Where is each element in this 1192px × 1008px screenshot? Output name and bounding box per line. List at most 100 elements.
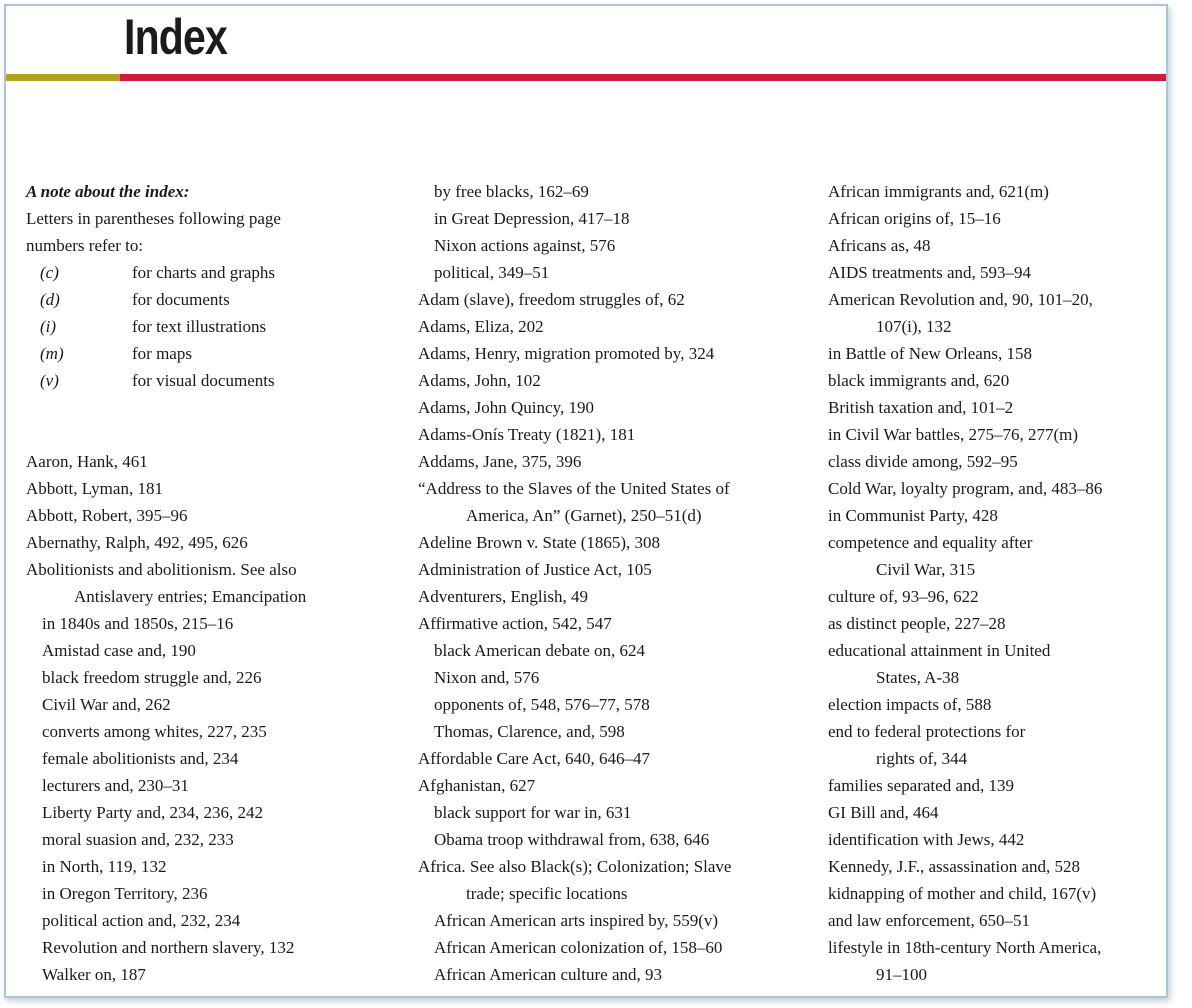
index-entry: end to federal protections for	[828, 722, 1026, 741]
index-entry: Administration of Justice Act, 105	[418, 560, 652, 579]
index-column-1: A note about the index: Letters in paren…	[26, 178, 396, 988]
index-entry: British taxation and, 101–2	[828, 398, 1014, 417]
index-entry: States, A-38	[876, 668, 960, 687]
legend-key: (v)	[40, 371, 59, 390]
page-title: Index	[124, 9, 228, 65]
note-legend: (c) for charts and graphs (d) for documents…	[26, 259, 396, 394]
index-entry: Addams, Jane, 375, 396	[418, 452, 582, 471]
index-page: Index A note about the index: Letters in…	[4, 4, 1168, 998]
index-entry: Affordable Care Act, 640, 646–47	[418, 749, 650, 768]
index-entry: Civil War and, 262	[42, 695, 171, 714]
legend-row: (d) for documents	[26, 286, 396, 313]
index-entry: African immigrants and, 621(m)	[828, 182, 1049, 201]
index-entry: Nixon actions against, 576	[434, 236, 616, 255]
entry-list: by free blacks, 162–69 in Great Depressio…	[418, 178, 798, 988]
index-entry: in Oregon Territory, 236	[42, 884, 208, 903]
index-entry: Thomas, Clarence, and, 598	[434, 722, 625, 741]
index-entry: AIDS treatments and, 593–94	[828, 263, 1032, 282]
index-entry: 107(i), 132	[876, 317, 952, 336]
legend-description: for text illustrations	[132, 317, 267, 336]
index-entry: class divide among, 592–95	[828, 452, 1018, 471]
legend-key: (i)	[40, 317, 57, 336]
index-entry: educational attainment in United	[828, 641, 1051, 660]
legend-key: (d)	[40, 290, 60, 309]
header-rule-olive	[6, 74, 120, 81]
index-entry: America, An” (Garnet), 250–51(d)	[466, 506, 702, 525]
index-entry: American Revolution and, 90, 101–20,	[828, 290, 1093, 309]
index-entry: Abbott, Lyman, 181	[26, 479, 163, 498]
index-entry: Adams-Onís Treaty (1821), 181	[418, 425, 636, 444]
entry-list: Aaron, Hank, 461 Abbott, Lyman, 181 Abbott…	[26, 448, 396, 988]
index-entry: Afghanistan, 627	[418, 776, 536, 795]
index-entry: Affirmative action, 542, 547	[418, 614, 612, 633]
index-entry: Adams, Henry, migration promoted by, 324	[418, 344, 715, 363]
index-entry: identification with Jews, 442	[828, 830, 1025, 849]
index-entry: lecturers and, 230–31	[42, 776, 189, 795]
index-entry: Walker on, 187	[42, 965, 146, 984]
index-entry: Kennedy, J.F., assassination and, 528	[828, 857, 1081, 876]
index-entry: as distinct people, 227–28	[828, 614, 1006, 633]
index-entry: black freedom struggle and, 226	[42, 668, 262, 687]
index-entry: Revolution and northern slavery, 132	[42, 938, 295, 957]
index-column-2: by free blacks, 162–69 in Great Depressio…	[418, 178, 798, 988]
index-entry: African origins of, 15–16	[828, 209, 1001, 228]
index-entry: black immigrants and, 620	[828, 371, 1010, 390]
header-rule-red	[120, 74, 1166, 81]
index-entry: election impacts of, 588	[828, 695, 992, 714]
index-entry: Africans as, 48	[828, 236, 931, 255]
index-entry: culture of, 93–96, 622	[828, 587, 979, 606]
legend-key: (c)	[40, 263, 59, 282]
index-entry: Abernathy, Ralph, 492, 495, 626	[26, 533, 248, 552]
index-entry: Adeline Brown v. State (1865), 308	[418, 533, 661, 552]
index-entry: converts among whites, 227, 235	[42, 722, 267, 741]
index-entry: in Great Depression, 417–18	[434, 209, 630, 228]
legend-row: (i) for text illustrations	[26, 313, 396, 340]
index-entry: Obama troop withdrawal from, 638, 646	[434, 830, 710, 849]
index-entry: lifestyle in 18th-century North America,	[828, 938, 1102, 957]
index-entry: rights of, 344	[876, 749, 968, 768]
index-entry: Adam (slave), freedom struggles of, 62	[418, 290, 685, 309]
index-entry: Civil War, 315	[876, 560, 976, 579]
index-entry: Africa. See also Black(s); Colonization;…	[418, 857, 732, 876]
index-entry: in Battle of New Orleans, 158	[828, 344, 1032, 363]
legend-row: (v) for visual documents	[26, 367, 396, 394]
index-entry: 91–100	[876, 965, 927, 984]
legend-description: for documents	[132, 290, 230, 309]
note-heading: A note about the index:	[26, 182, 190, 201]
legend-key: (m)	[40, 344, 64, 363]
index-entry: competence and equality after	[828, 533, 1033, 552]
index-entry: opponents of, 548, 576–77, 578	[434, 695, 650, 714]
index-entry: Aaron, Hank, 461	[26, 452, 148, 471]
index-entry: kidnapping of mother and child, 167(v)	[828, 884, 1097, 903]
index-entry: in Communist Party, 428	[828, 506, 998, 525]
spacer	[26, 394, 396, 448]
index-entry: in North, 119, 132	[42, 857, 167, 876]
index-entry: Adams, Eliza, 202	[418, 317, 544, 336]
index-entry: Adams, John Quincy, 190	[418, 398, 594, 417]
legend-row: (m) for maps	[26, 340, 396, 367]
index-entry: “Address to the Slaves of the United Sta…	[418, 479, 730, 498]
legend-description: for charts and graphs	[132, 263, 276, 282]
index-entry: and law enforcement, 650–51	[828, 911, 1031, 930]
index-entry: in Civil War battles, 275–76, 277(m)	[828, 425, 1078, 444]
index-entry: female abolitionists and, 234	[42, 749, 239, 768]
index-entry: Cold War, loyalty program, and, 483–86	[828, 479, 1103, 498]
index-entry: moral suasion and, 232, 233	[42, 830, 234, 849]
index-entry: African American arts inspired by, 559(v…	[434, 911, 719, 930]
index-entry: Liberty Party and, 234, 236, 242	[42, 803, 263, 822]
legend-description: for maps	[132, 344, 192, 363]
index-entry: Adams, John, 102	[418, 371, 541, 390]
index-entry: GI Bill and, 464	[828, 803, 939, 822]
note-text-line: numbers refer to:	[26, 236, 144, 255]
index-entry: families separated and, 139	[828, 776, 1014, 795]
index-entry: Abbott, Robert, 395–96	[26, 506, 188, 525]
index-entry: in 1840s and 1850s, 215–16	[42, 614, 234, 633]
index-entry: African American culture and, 93	[434, 965, 662, 984]
index-entry: Amistad case and, 190	[42, 641, 196, 660]
index-entry: political, 349–51	[434, 263, 550, 282]
note-text-line: Letters in parentheses following page	[26, 209, 281, 228]
index-entry: by free blacks, 162–69	[434, 182, 589, 201]
index-entry: black American debate on, 624	[434, 641, 646, 660]
index-entry: Abolitionists and abolitionism. See also	[26, 560, 297, 579]
entry-list: African immigrants and, 621(m) African or…	[828, 178, 1164, 988]
